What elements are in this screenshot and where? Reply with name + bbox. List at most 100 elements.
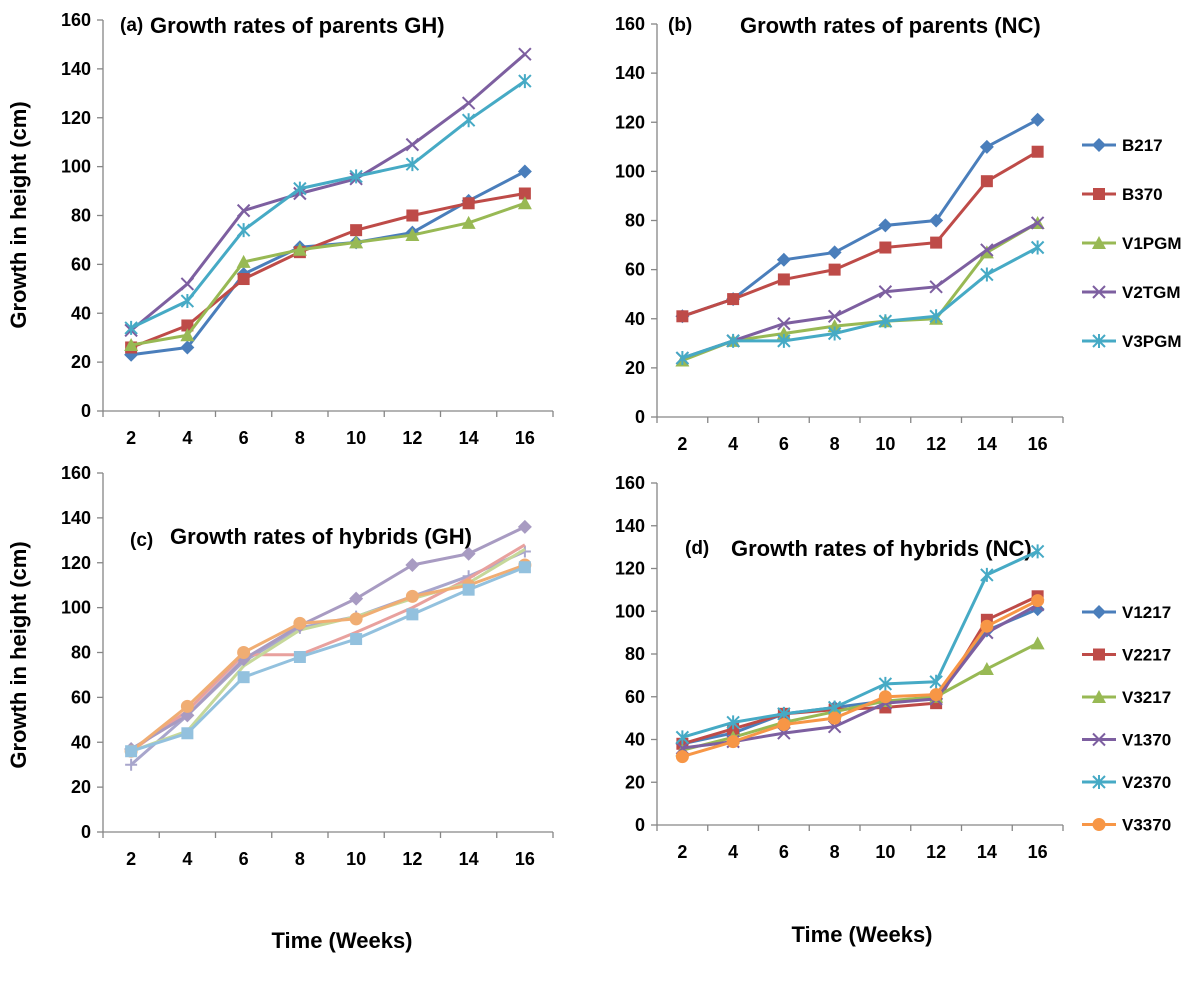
panel-a-y-tick-label: 0 <box>81 401 91 421</box>
panel-a-point-b370 <box>518 187 531 200</box>
legend-swatch-marker-v3pgm <box>1092 334 1106 348</box>
legend-item-v3217: V3217 <box>1082 688 1171 707</box>
panel-b-x-tick-label: 4 <box>728 434 738 454</box>
panel-b-point-v3pgm <box>878 314 893 329</box>
panel-a-point-v1pgm <box>461 215 476 229</box>
panel-a-point-v3pgm <box>180 294 195 309</box>
panel-c-x-tick-label: 8 <box>295 849 305 869</box>
panel-d-y-tick-label: 80 <box>625 644 645 664</box>
panel-a-line-v3pgm <box>130 79 526 330</box>
panel-b-y-tick-label: 120 <box>615 112 645 132</box>
panel-a-point-v1pgm <box>405 228 420 242</box>
panel-d-y-tick-label: 120 <box>615 559 645 579</box>
panel-d-point-v2370 <box>726 715 740 730</box>
panel-b-y-tick-label: 0 <box>635 407 645 427</box>
panel-a-x-tick-label: 16 <box>515 428 535 448</box>
panel-a-point-v3pgm <box>124 320 138 335</box>
panel-d-y-tick-label: 160 <box>615 473 645 493</box>
panel-d-x-tick-label: 12 <box>926 842 946 862</box>
panel-c-y-tick-label: 80 <box>71 643 91 663</box>
panel-c-line-series-5 <box>130 563 526 753</box>
legend-label-b370: B370 <box>1122 185 1163 204</box>
panel-d-point-v3370 <box>1031 594 1045 608</box>
panel-a-point-v3pgm <box>518 74 532 89</box>
panel-b-point-v3pgm <box>827 326 842 341</box>
panel-d-legend: V1217 V2217 V3217 V1370 V2370 V3370 <box>1082 603 1171 835</box>
panel-b-series-b217 <box>675 112 1045 324</box>
panel-d-x-tick-label: 6 <box>779 842 789 862</box>
panel-b-line-b370 <box>681 150 1039 318</box>
panel-b-y-tick-label: 140 <box>615 63 645 83</box>
panel-a-point-v1pgm <box>349 235 364 249</box>
panel-d-y-tick-label: 40 <box>625 730 645 750</box>
panel-d-series-v2370 <box>675 544 1045 745</box>
panel-b-label: (b) <box>668 15 692 36</box>
panel-b-point-b370 <box>980 175 993 188</box>
panel-b-point-b370 <box>676 310 689 323</box>
panel-c-point-series-4 <box>517 519 532 534</box>
panel-c-x-tick-label: 16 <box>515 849 535 869</box>
panel-a-x-tick-label: 14 <box>459 428 479 448</box>
panel-c-series-series-2 <box>130 543 526 753</box>
panel-c-point-series-4 <box>349 591 364 606</box>
panel-d-label: (d) <box>685 538 709 559</box>
panel-a-series-v1pgm <box>124 196 532 352</box>
panel-d-point-v2370 <box>929 674 943 689</box>
panel-b-point-b217 <box>979 139 994 154</box>
panel-a-series-v2tgm <box>124 47 532 338</box>
panel-b-parents-nc: (b) Growth rates of parents (NC) 0 20 40 60… <box>615 13 1182 454</box>
legend-label-v1217: V1217 <box>1122 603 1171 622</box>
panel-a-y-tick-label: 20 <box>71 352 91 372</box>
panel-b-point-v2tgm <box>980 243 994 257</box>
panel-b-point-v2tgm <box>878 285 893 299</box>
panel-c-point-series-5 <box>405 589 419 603</box>
panel-c-series-series-6 <box>125 561 531 758</box>
panel-d-point-v3217 <box>979 661 994 675</box>
panel-c-y-tick-label: 140 <box>61 508 91 528</box>
panel-d-y-tick-label: 100 <box>615 601 645 621</box>
panel-c-title: Growth rates of hybrids (GH) <box>170 524 472 549</box>
panel-c-point-series-6 <box>462 583 475 596</box>
panel-c-point-series-6 <box>406 608 419 621</box>
legend-label-v2370: V2370 <box>1122 773 1171 792</box>
panel-b-x-tick-label: 10 <box>875 434 895 454</box>
panel-c-xlabel: Time (Weeks) <box>271 928 412 953</box>
panel-b-point-b370 <box>777 273 790 286</box>
panel-d-point-v3217 <box>1030 636 1045 650</box>
legend-swatch-marker-v1pgm <box>1092 236 1106 249</box>
panel-a-point-v1pgm <box>180 328 195 342</box>
panel-d-y-tick-label: 20 <box>625 772 645 792</box>
panel-c-point-series-5 <box>180 699 194 713</box>
panel-a-point-v1pgm <box>517 196 532 210</box>
panel-a-x-tick-label: 4 <box>182 428 192 448</box>
panel-b-point-b370 <box>930 236 943 249</box>
panel-c-hybrids-gh: (c) Growth rates of hybrids (GH) Growth … <box>6 463 554 953</box>
panel-a-point-v3pgm <box>293 181 307 196</box>
panel-b-point-v2tgm <box>777 316 791 331</box>
panel-a-point-v1pgm <box>236 254 251 268</box>
legend-item-v3370: V3370 <box>1082 816 1171 835</box>
panel-c-point-series-6 <box>181 727 194 740</box>
panel-b-series-v2tgm <box>675 216 1045 365</box>
panel-a-y-tick-label: 160 <box>61 10 91 30</box>
panel-b-point-b370 <box>1031 145 1044 158</box>
legend-swatch-marker-v2370 <box>1092 775 1106 789</box>
panel-c-x-tick-label: 6 <box>239 849 249 869</box>
panel-b-line-v2tgm <box>681 221 1039 360</box>
panel-b-point-v3pgm <box>1030 240 1045 255</box>
panel-d-point-v3370 <box>726 735 740 749</box>
panel-d-y-tick-label: 0 <box>635 815 645 835</box>
panel-c-x-tick-label: 4 <box>182 849 192 869</box>
legend-swatch-marker-v3217 <box>1092 690 1106 703</box>
panel-b-point-b370 <box>727 293 740 306</box>
panel-a-point-v2tgm <box>180 277 195 291</box>
panel-b-point-v1pgm <box>979 245 994 259</box>
panel-d-x-tick-label: 4 <box>728 842 738 862</box>
panel-c-y-tick-label: 60 <box>71 687 91 707</box>
panel-d-point-v2370 <box>1030 544 1045 559</box>
panel-a-line-v1pgm <box>130 201 526 347</box>
panel-d-point-v2370 <box>878 676 893 691</box>
panel-b-point-b370 <box>828 263 841 276</box>
legend-item-v2217: V2217 <box>1082 646 1171 665</box>
panel-a-y-tick-label: 80 <box>71 206 91 226</box>
